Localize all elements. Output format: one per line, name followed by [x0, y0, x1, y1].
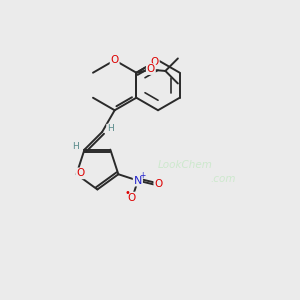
Text: H: H [107, 124, 114, 134]
Text: O: O [110, 55, 119, 65]
Text: O: O [147, 64, 155, 74]
Text: O: O [154, 179, 163, 189]
Text: .com: .com [211, 174, 236, 184]
Text: H: H [72, 142, 79, 151]
Text: +: + [139, 171, 146, 180]
Text: O: O [151, 57, 159, 67]
Text: •: • [124, 188, 130, 198]
Text: LookChem: LookChem [158, 160, 213, 170]
Text: O: O [76, 168, 84, 178]
Text: O: O [127, 193, 136, 202]
Text: N: N [134, 176, 142, 186]
